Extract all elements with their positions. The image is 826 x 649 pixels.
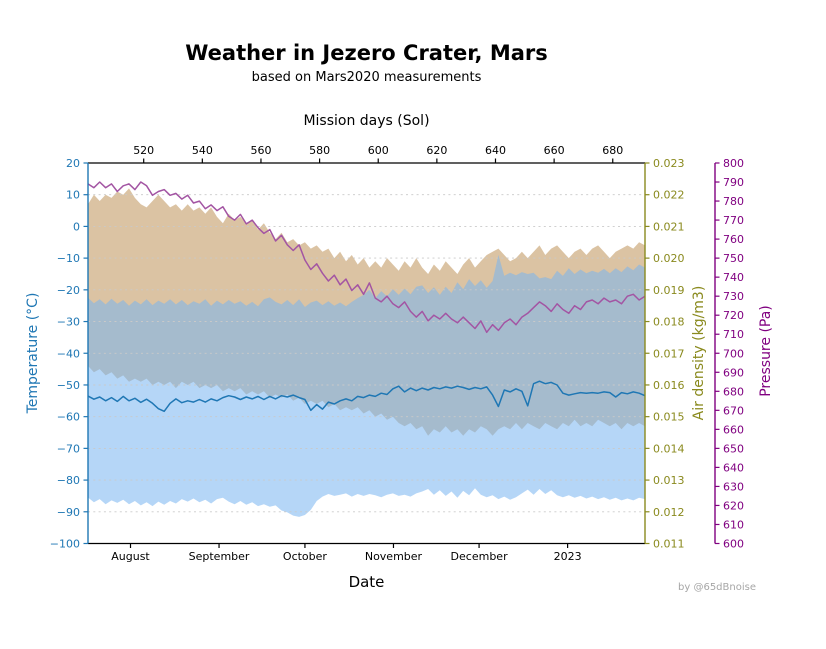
svg-text:0.011: 0.011: [653, 538, 685, 551]
svg-text:780: 780: [723, 195, 744, 208]
svg-text:−90: −90: [57, 506, 80, 519]
svg-text:700: 700: [723, 347, 744, 360]
svg-text:800: 800: [723, 157, 744, 170]
svg-text:−20: −20: [57, 284, 80, 297]
svg-text:−70: −70: [57, 442, 80, 455]
svg-text:2023: 2023: [554, 550, 582, 563]
svg-text:0.021: 0.021: [653, 220, 685, 233]
credit-text: by @65dBnoise: [678, 582, 756, 593]
svg-text:0.016: 0.016: [653, 379, 685, 392]
svg-text:−10: −10: [57, 252, 80, 265]
page-title: Weather in Jezero Crater, Mars: [185, 41, 548, 65]
svg-text:0: 0: [73, 220, 80, 233]
svg-text:770: 770: [723, 214, 744, 227]
svg-text:−100: −100: [50, 538, 80, 551]
svg-text:620: 620: [426, 144, 447, 157]
svg-text:740: 740: [723, 271, 744, 284]
svg-text:540: 540: [192, 144, 213, 157]
svg-text:August: August: [111, 550, 150, 563]
svg-text:650: 650: [723, 442, 744, 455]
svg-text:October: October: [283, 550, 327, 563]
svg-text:0.023: 0.023: [653, 157, 685, 170]
svg-text:−60: −60: [57, 411, 80, 424]
svg-text:−80: −80: [57, 474, 80, 487]
svg-text:0.017: 0.017: [653, 347, 685, 360]
svg-text:790: 790: [723, 176, 744, 189]
svg-text:720: 720: [723, 309, 744, 322]
svg-text:−40: −40: [57, 347, 80, 360]
svg-text:0.019: 0.019: [653, 284, 685, 297]
svg-text:November: November: [365, 550, 423, 563]
svg-text:560: 560: [250, 144, 271, 157]
air-density-axis-title: Air density (kg/m3): [691, 285, 707, 421]
svg-text:0.022: 0.022: [653, 189, 685, 202]
svg-text:0.012: 0.012: [653, 506, 685, 519]
svg-text:520: 520: [133, 144, 154, 157]
svg-text:680: 680: [602, 144, 623, 157]
pressure-axis-title: Pressure (Pa): [758, 305, 774, 397]
svg-text:660: 660: [544, 144, 565, 157]
svg-text:0.018: 0.018: [653, 316, 685, 329]
svg-text:580: 580: [309, 144, 330, 157]
svg-text:620: 620: [723, 499, 744, 512]
svg-text:660: 660: [723, 423, 744, 436]
svg-text:−30: −30: [57, 316, 80, 329]
svg-text:640: 640: [485, 144, 506, 157]
svg-text:September: September: [189, 550, 250, 563]
page-subtitle: based on Mars2020 measurements: [251, 70, 482, 85]
svg-text:December: December: [451, 550, 509, 563]
svg-text:600: 600: [368, 144, 389, 157]
svg-text:610: 610: [723, 518, 744, 531]
svg-text:690: 690: [723, 366, 744, 379]
svg-text:630: 630: [723, 480, 744, 493]
svg-text:710: 710: [723, 328, 744, 341]
svg-text:730: 730: [723, 290, 744, 303]
svg-text:0.020: 0.020: [653, 252, 685, 265]
svg-text:670: 670: [723, 404, 744, 417]
svg-text:750: 750: [723, 252, 744, 265]
svg-text:20: 20: [66, 157, 80, 170]
svg-text:0.013: 0.013: [653, 474, 685, 487]
svg-text:0.015: 0.015: [653, 411, 685, 424]
bottom-axis-title: Date: [348, 573, 385, 591]
temperature-axis-title: Temperature (°C): [25, 292, 41, 414]
svg-text:−50: −50: [57, 379, 80, 392]
svg-text:10: 10: [66, 189, 80, 202]
svg-text:680: 680: [723, 385, 744, 398]
svg-text:0.014: 0.014: [653, 442, 685, 455]
svg-text:640: 640: [723, 461, 744, 474]
svg-text:760: 760: [723, 233, 744, 246]
svg-text:600: 600: [723, 538, 744, 551]
top-axis-title: Mission days (Sol): [303, 113, 430, 129]
